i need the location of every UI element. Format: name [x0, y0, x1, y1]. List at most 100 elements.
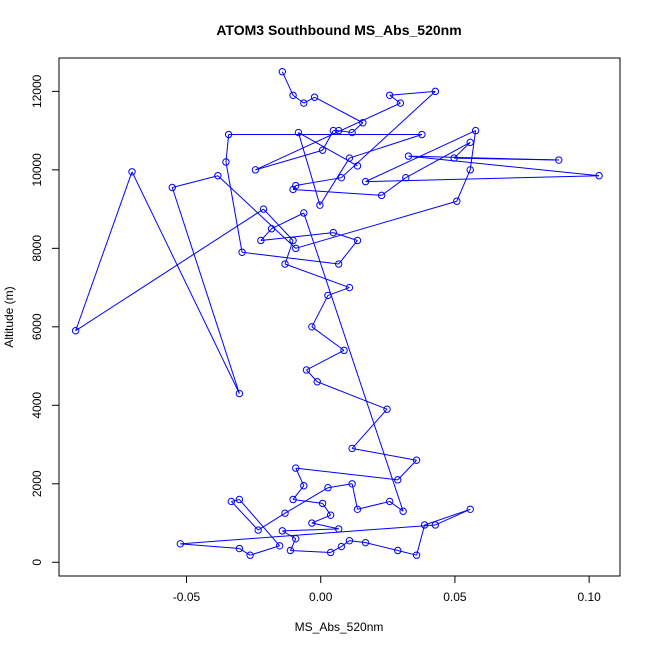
data-point — [235, 544, 244, 553]
data-point — [359, 119, 367, 127]
data-point — [420, 521, 429, 529]
data-point — [353, 162, 362, 170]
series-line-segment — [172, 175, 219, 188]
data-point — [289, 185, 297, 194]
data-point — [334, 525, 343, 533]
data-point — [238, 248, 246, 256]
series-line-segment — [281, 71, 294, 96]
data-point — [334, 260, 343, 268]
data-point — [418, 130, 426, 139]
series-line-segment — [231, 498, 240, 502]
data-point — [292, 464, 300, 472]
x-tick-label: 0.05 — [443, 590, 467, 604]
data-point — [334, 126, 343, 135]
series-line-segment — [405, 141, 471, 179]
series-line-segment — [292, 94, 305, 104]
series-line-segment — [284, 263, 350, 289]
series-line-segment — [349, 134, 423, 159]
data-point — [361, 538, 370, 547]
data-point — [453, 197, 461, 205]
series-line-segment — [327, 483, 353, 489]
series-line-segment — [292, 185, 297, 190]
series-line-segment — [284, 240, 294, 265]
data-point — [348, 128, 356, 137]
data-point — [345, 283, 354, 292]
series-line-segment — [416, 524, 426, 556]
series-line-segment — [239, 499, 281, 547]
y-tick-label: 0 — [30, 559, 44, 566]
series-line-segment — [389, 94, 401, 104]
data-point — [292, 535, 300, 543]
data-point — [275, 542, 284, 550]
series-line-segment — [260, 228, 272, 241]
series-line-segment — [282, 528, 339, 532]
data-point — [235, 389, 244, 398]
series-line-segment — [239, 548, 251, 556]
data-point — [300, 209, 308, 217]
data-point — [286, 546, 295, 555]
series-line-segment — [469, 130, 477, 170]
data-point — [300, 482, 308, 490]
data-point — [361, 177, 370, 186]
data-point — [300, 99, 308, 107]
data-point — [294, 128, 303, 137]
data-point — [278, 68, 287, 76]
series-line-segment — [351, 408, 388, 449]
data-point — [316, 201, 324, 209]
data-point — [345, 536, 354, 545]
series-line-segment — [311, 522, 339, 530]
data-point — [254, 526, 262, 534]
x-tick-label: 0.00 — [309, 590, 333, 604]
data-point — [324, 291, 332, 300]
series-line-segment — [260, 232, 334, 241]
data-point — [348, 444, 356, 453]
data-point — [399, 507, 407, 515]
data-point — [466, 166, 474, 174]
series-line-segment — [225, 161, 243, 253]
data-point — [278, 527, 287, 535]
x-tick-label: -0.05 — [173, 590, 201, 604]
series-line-segment — [341, 540, 350, 547]
y-tick-label: 12000 — [30, 74, 44, 108]
series-line-segment — [263, 208, 294, 241]
series-line-segment — [297, 132, 321, 206]
series-line-segment — [351, 483, 358, 510]
chart-title: ATOM3 Southbound MS_Abs_520nm — [216, 22, 461, 38]
series-line-segment — [180, 543, 240, 550]
data-point — [168, 183, 176, 192]
y-axis-label: Altitude (m) — [2, 286, 16, 347]
data-point — [396, 99, 405, 107]
data-point — [224, 130, 233, 139]
data-point — [329, 228, 338, 237]
data-point — [71, 327, 80, 335]
data-point — [292, 244, 300, 253]
series-line-segment — [282, 530, 297, 540]
data-point — [450, 154, 458, 162]
data-point — [222, 158, 230, 166]
series-line-segment — [241, 251, 339, 265]
series-line-segment — [293, 188, 382, 196]
data-point — [308, 519, 316, 527]
data-point — [227, 497, 236, 506]
data-point — [326, 548, 335, 557]
series-line-segment — [271, 212, 305, 230]
data-point — [214, 172, 222, 180]
data-point — [337, 542, 346, 551]
series-line-segment — [330, 546, 342, 553]
series-line-segment — [327, 287, 350, 296]
x-axis: -0.05 0.00 0.05 0.10 — [173, 575, 601, 604]
data-point — [402, 173, 410, 182]
series-line-segment — [171, 187, 240, 394]
data-point — [555, 156, 563, 164]
series-line-segment — [453, 142, 471, 159]
series-line-segment — [255, 149, 323, 171]
data-point — [466, 138, 474, 147]
data-point — [466, 505, 474, 513]
series-line-segment — [435, 508, 471, 526]
data-point — [251, 166, 260, 174]
data-point — [310, 93, 319, 101]
data-point — [383, 405, 391, 413]
series-line-segment — [249, 545, 280, 556]
series-line-segment — [295, 467, 398, 481]
